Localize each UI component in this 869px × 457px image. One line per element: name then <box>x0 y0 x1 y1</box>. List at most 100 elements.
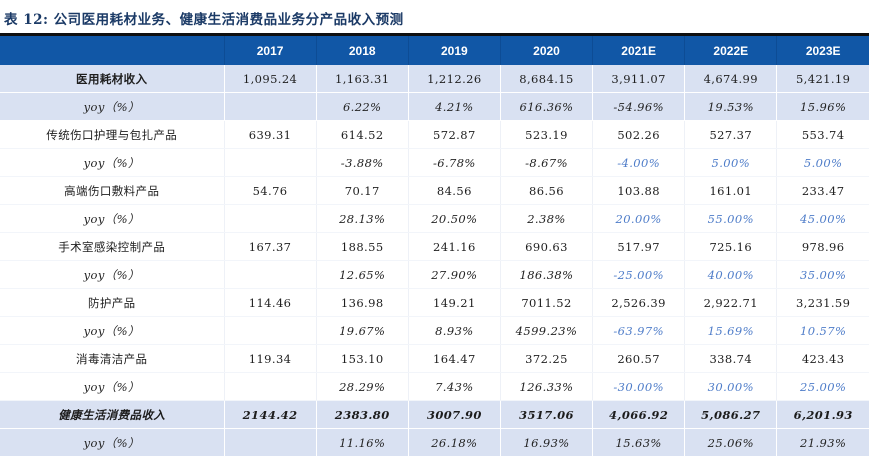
row-label: 传统伤口护理与包扎产品 <box>0 120 225 149</box>
cell: 15.63% <box>592 428 686 457</box>
cell: 1,095.24 <box>224 65 317 93</box>
header-row: 2017 2018 2019 2020 2021E 2022E 2023E <box>0 36 869 65</box>
cell: 21.93% <box>776 428 869 457</box>
table-top-rule <box>0 33 869 36</box>
cell: 12.65% <box>316 260 409 289</box>
cell <box>224 260 317 289</box>
table-row: yoy（%） 19.67% 8.93% 4599.23% -63.97% 15.69% 10… <box>0 316 869 345</box>
row-label: 高端伤口敷料产品 <box>0 176 225 205</box>
cell <box>224 92 317 121</box>
column-header: 2021E <box>592 36 686 65</box>
cell: 6,201.93 <box>776 400 869 429</box>
cell: 1,212.26 <box>408 65 501 93</box>
cell: 7.43% <box>408 372 501 401</box>
cell: 35.00% <box>776 260 869 289</box>
cell: 55.00% <box>684 204 778 233</box>
cell: 188.55 <box>316 232 409 261</box>
table-row: yoy（%） 12.65% 27.90% 186.38% -25.00% 40.00% 35… <box>0 260 869 289</box>
column-header: 2022E <box>684 36 778 65</box>
cell: 2,526.39 <box>592 288 686 317</box>
cell: 4,674.99 <box>684 65 778 93</box>
cell: 2144.42 <box>224 400 317 429</box>
cell: 25.00% <box>776 372 869 401</box>
cell: 241.16 <box>408 232 501 261</box>
cell: -30.00% <box>592 372 686 401</box>
cell: 161.01 <box>684 176 778 205</box>
cell: 114.46 <box>224 288 317 317</box>
cell: 54.76 <box>224 176 317 205</box>
cell <box>224 372 317 401</box>
table-body: 医用耗材收入 1,095.24 1,163.31 1,212.26 8,684.15 3,… <box>0 65 869 457</box>
cell: 103.88 <box>592 176 686 205</box>
table-row: 健康生活消费品收入 2144.42 2383.80 3007.90 3517.06 4,0… <box>0 400 869 429</box>
row-label: 防护产品 <box>0 288 225 317</box>
cell: 2,922.71 <box>684 288 778 317</box>
cell: 527.37 <box>684 120 778 149</box>
cell: 28.13% <box>316 204 409 233</box>
column-header: 2023E <box>776 36 869 65</box>
table-title: 表 12: 公司医用耗材业务、健康生活消费品业务分产品收入预测 <box>4 12 404 28</box>
cell: 233.47 <box>776 176 869 205</box>
cell: 19.67% <box>316 316 409 345</box>
cell: 86.56 <box>500 176 594 205</box>
cell: 2383.80 <box>316 400 409 429</box>
row-label: yoy（%） <box>0 372 225 401</box>
cell: 3517.06 <box>500 400 594 429</box>
row-label: yoy（%） <box>0 260 225 289</box>
cell: 153.10 <box>316 344 409 373</box>
cell: 8,684.15 <box>500 65 594 93</box>
cell: 136.98 <box>316 288 409 317</box>
table-row: yoy（%） 28.29% 7.43% 126.33% -30.00% 30.00% 25.… <box>0 372 869 401</box>
cell: 4.21% <box>408 92 501 121</box>
cell: 572.87 <box>408 120 501 149</box>
cell: 1,163.31 <box>316 65 409 93</box>
row-label: yoy（%） <box>0 428 225 457</box>
cell: 5,086.27 <box>684 400 778 429</box>
cell: 3,231.59 <box>776 288 869 317</box>
row-label: yoy（%） <box>0 316 225 345</box>
cell <box>224 204 317 233</box>
column-header: 2018 <box>316 36 409 65</box>
cell: 523.19 <box>500 120 594 149</box>
cell: 3007.90 <box>408 400 501 429</box>
cell: 25.06% <box>684 428 778 457</box>
cell: 616.36% <box>500 92 594 121</box>
label-column-header <box>0 36 225 65</box>
cell: 119.34 <box>224 344 317 373</box>
cell: 372.25 <box>500 344 594 373</box>
cell: 2.38% <box>500 204 594 233</box>
row-label: 消毒清洁产品 <box>0 344 225 373</box>
table-row: 防护产品 114.46 136.98 149.21 7011.52 2,526.39 2,9… <box>0 288 869 317</box>
cell: 149.21 <box>408 288 501 317</box>
cell: 28.29% <box>316 372 409 401</box>
column-header: 2020 <box>500 36 594 65</box>
cell: 639.31 <box>224 120 317 149</box>
cell: -63.97% <box>592 316 686 345</box>
cell: 16.93% <box>500 428 594 457</box>
table-row: 高端伤口敷料产品 54.76 70.17 84.56 86.56 103.88 161.01… <box>0 176 869 205</box>
cell: 614.52 <box>316 120 409 149</box>
cell: 6.22% <box>316 92 409 121</box>
cell: 725.16 <box>684 232 778 261</box>
cell: 15.96% <box>776 92 869 121</box>
row-label: yoy（%） <box>0 204 225 233</box>
cell: 4,066.92 <box>592 400 686 429</box>
column-header: 2019 <box>408 36 501 65</box>
cell: 502.26 <box>592 120 686 149</box>
row-label: 手术室感染控制产品 <box>0 232 225 261</box>
cell: 4599.23% <box>500 316 594 345</box>
cell <box>224 316 317 345</box>
cell: 423.43 <box>776 344 869 373</box>
table-row: yoy（%） 6.22% 4.21% 616.36% -54.96% 19.53% 15.9… <box>0 92 869 121</box>
row-label: yoy（%） <box>0 148 225 177</box>
cell: 20.50% <box>408 204 501 233</box>
table-row: 传统伤口护理与包扎产品 639.31 614.52 572.87 523.19 502.2… <box>0 120 869 149</box>
cell: 5,421.19 <box>776 65 869 93</box>
cell <box>224 148 317 177</box>
cell: 27.90% <box>408 260 501 289</box>
cell: 3,911.07 <box>592 65 686 93</box>
cell: 40.00% <box>684 260 778 289</box>
cell: 186.38% <box>500 260 594 289</box>
cell: 26.18% <box>408 428 501 457</box>
cell: 45.00% <box>776 204 869 233</box>
